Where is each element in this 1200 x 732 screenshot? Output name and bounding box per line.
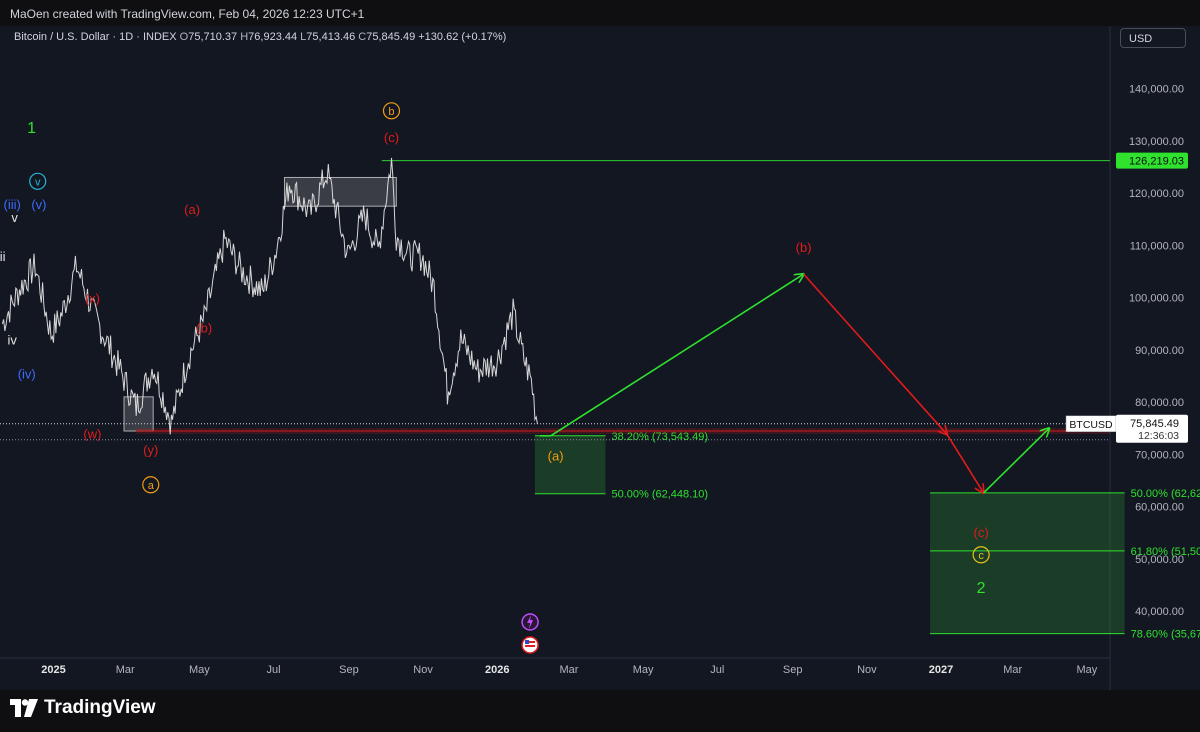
time-axis-label: Jul xyxy=(267,664,281,676)
symbol-name[interactable]: Bitcoin / U.S. Dollar · 1D · INDEX xyxy=(14,31,177,43)
currency-button[interactable]: USD xyxy=(1120,28,1186,48)
level-price-tag xyxy=(1116,152,1188,169)
time-axis-label: May xyxy=(633,664,654,676)
time-axis-label: Sep xyxy=(783,664,803,676)
time-axis-label: May xyxy=(1077,664,1098,676)
lightning-icon-glyph xyxy=(527,615,534,629)
time-axis-label: Mar xyxy=(116,664,135,676)
time-axis-label: Nov xyxy=(413,664,433,676)
current-price-tag xyxy=(1116,414,1188,443)
symbol-legend: Bitcoin / U.S. Dollar · 1D · INDEX O75,7… xyxy=(14,31,506,43)
fib-level-label: 78.60% (35,678.35) xyxy=(1131,629,1200,641)
wave-label: (a) xyxy=(184,202,200,217)
projection-segment xyxy=(550,274,804,437)
price-axis-label: 140,000.00 xyxy=(1129,84,1184,96)
wave-label: (c) xyxy=(384,130,399,145)
price-axis-label: 130,000.00 xyxy=(1129,136,1184,148)
support-band xyxy=(136,428,1110,435)
price-axis-label: 90,000.00 xyxy=(1135,345,1184,357)
chart-credit: MaOen created with TradingView.com, Feb … xyxy=(10,7,365,21)
wave-label-circle xyxy=(972,546,990,564)
tradingview-icon xyxy=(10,699,38,717)
open-label: O xyxy=(179,31,189,43)
wave-label: v xyxy=(11,210,18,225)
wave-label: (y) xyxy=(143,442,158,457)
wave-label: b xyxy=(388,106,394,118)
projection-segment xyxy=(946,434,983,492)
high-value: 76,923.44 xyxy=(248,31,298,43)
wave-label: (iii) xyxy=(3,197,20,212)
us-flag-canton xyxy=(525,640,530,644)
wave-label: (w) xyxy=(83,427,101,442)
level-price-label: 126,219.03 xyxy=(1129,156,1184,168)
price-axis-label: 60,000.00 xyxy=(1135,502,1184,514)
chart-pane[interactable] xyxy=(0,26,1200,690)
wave-label: c xyxy=(978,550,984,562)
current-price-label: 75,845.49 xyxy=(1130,418,1179,430)
time-axis-label: Nov xyxy=(857,664,877,676)
low-label: L xyxy=(300,31,307,43)
price-axis-label: 120,000.00 xyxy=(1129,188,1184,200)
time-axis-label: 2026 xyxy=(485,664,509,676)
wave-label: (b) xyxy=(796,240,812,255)
wave-label-circle xyxy=(142,476,160,494)
wave-label: 2 xyxy=(977,580,986,597)
wave-label-circle xyxy=(382,102,401,120)
fib-level-label: 50.00% (62,448.10) xyxy=(611,489,708,501)
wave-label: (x) xyxy=(85,291,100,306)
time-axis-label: Jul xyxy=(710,664,724,676)
low-value: 75,413.46 xyxy=(306,31,356,43)
price-chart[interactable]: 1 50,000.00 140,000.00 130,000.00 120,000.00… xyxy=(0,0,1200,690)
fib-level-label: 38.20% (73,543.49) xyxy=(611,431,708,443)
tradingview-logo-text: TradingView xyxy=(44,697,156,718)
time-axis-label: May xyxy=(189,664,210,676)
tradingview-logo[interactable]: TradingView xyxy=(10,697,156,719)
open-value: 75,710.37 xyxy=(188,31,238,43)
change-value: +130.62 (+0.17%) xyxy=(418,31,507,43)
wave-label: (a) xyxy=(548,449,564,464)
footer-bar xyxy=(0,690,1200,732)
fib-zone xyxy=(930,492,1125,634)
price-axis-label: 110,000.00 xyxy=(1130,240,1184,252)
wave-label: (b) xyxy=(196,321,212,336)
consolidation-box xyxy=(283,176,397,207)
wave-label: (v) xyxy=(31,197,46,212)
close-label: C xyxy=(358,31,367,43)
projection-segment xyxy=(982,428,1050,494)
us-flag-stripe xyxy=(525,641,536,643)
time-axis-label: 2027 xyxy=(929,664,953,676)
fib-level-label: 50.00% (62,622.85) xyxy=(1131,488,1200,500)
wave-label: v xyxy=(35,176,41,188)
price-axis-label: 70,000.00 xyxy=(1135,449,1184,461)
wave-label: a xyxy=(148,480,155,492)
high-label: H xyxy=(240,31,249,43)
price-axis-label: 100,000.00 xyxy=(1129,293,1184,305)
time-axis-label: Mar xyxy=(560,664,579,676)
price-axis-label: 50,000.00 xyxy=(1135,554,1184,566)
close-value: 75,845.49 xyxy=(366,31,416,43)
wave-label: (iv) xyxy=(18,367,36,382)
symbol-tag-label: BTCUSD xyxy=(1069,419,1113,431)
us-flag-stripe xyxy=(525,645,536,647)
time-axis-label: Mar xyxy=(1003,664,1022,676)
price-series-line xyxy=(1,157,538,435)
fib-level-label: 61.80% (51,505.89) xyxy=(1131,546,1200,558)
fib-zone xyxy=(534,435,606,494)
time-axis-label: Sep xyxy=(339,664,359,676)
time-axis-label: 2025 xyxy=(41,664,65,676)
header-bar: MaOen created with TradingView.com, Feb … xyxy=(0,0,1200,26)
price-axis-label: 80,000.00 xyxy=(1135,397,1184,409)
wave-label: 1 xyxy=(27,120,36,137)
wave-label-circle xyxy=(29,172,47,190)
wave-label: (c) xyxy=(974,525,989,540)
projection-segment xyxy=(803,273,947,434)
countdown-label: 12:36:03 xyxy=(1138,430,1179,442)
wave-label: iv xyxy=(7,333,17,348)
wave-label: iii xyxy=(0,249,6,264)
price-axis-label: 40,000.00 xyxy=(1135,606,1184,618)
